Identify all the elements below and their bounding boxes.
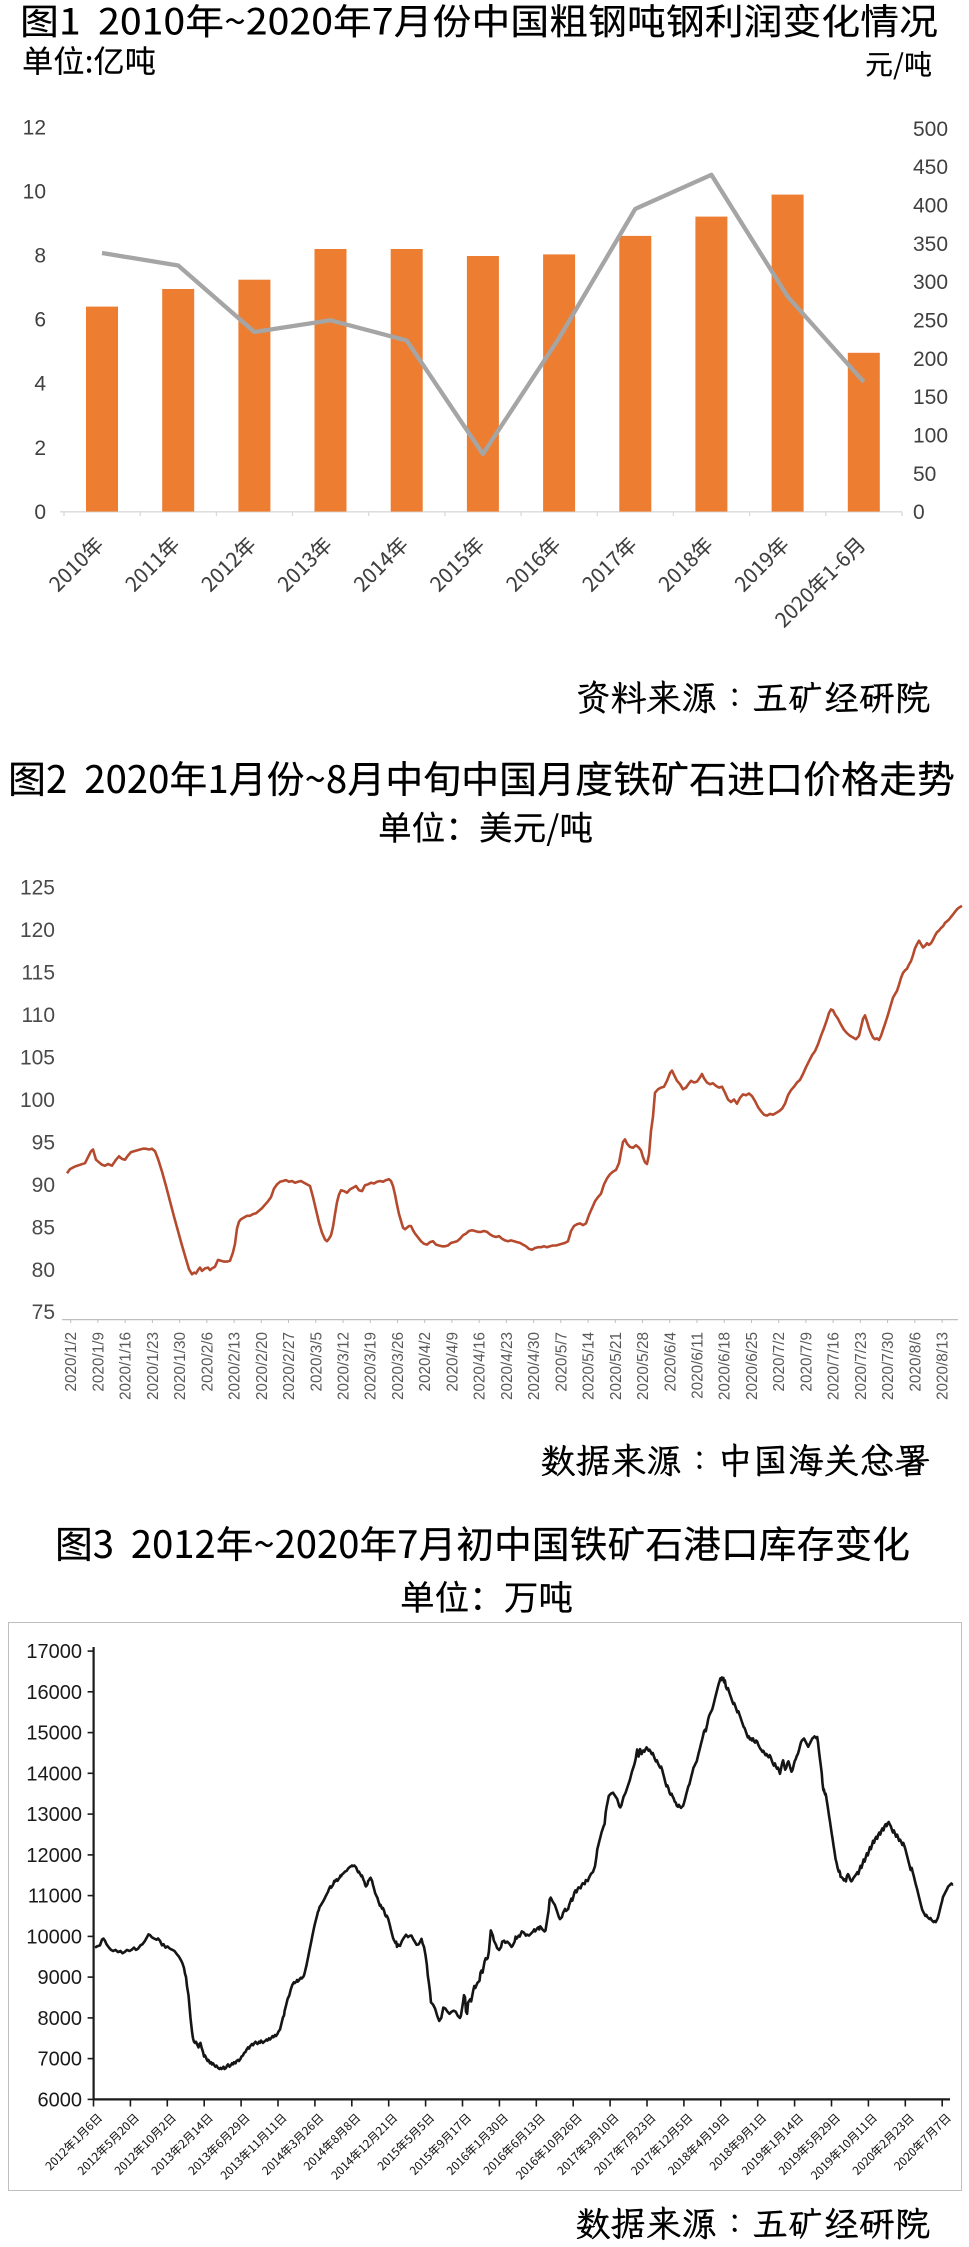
- svg-text:2020/4/23: 2020/4/23: [499, 1332, 516, 1400]
- svg-text:6000: 6000: [38, 2089, 83, 2111]
- svg-text:2020/5/28: 2020/5/28: [635, 1332, 652, 1400]
- svg-text:2020/2/6: 2020/2/6: [199, 1332, 216, 1392]
- svg-text:7000: 7000: [38, 2049, 83, 2071]
- svg-text:2020/8/6: 2020/8/6: [907, 1332, 924, 1392]
- svg-text:50: 50: [913, 463, 936, 486]
- svg-text:400: 400: [913, 195, 948, 218]
- svg-text:2020/1/16: 2020/1/16: [118, 1332, 135, 1400]
- svg-text:115: 115: [22, 962, 55, 985]
- svg-text:110: 110: [22, 1004, 55, 1027]
- svg-text:0: 0: [34, 501, 46, 524]
- svg-text:10: 10: [23, 181, 46, 204]
- svg-text:300: 300: [913, 271, 948, 294]
- svg-text:2020/2/20: 2020/2/20: [254, 1332, 271, 1400]
- svg-text:100: 100: [20, 1089, 55, 1112]
- svg-text:2020/7/2: 2020/7/2: [771, 1332, 788, 1392]
- svg-text:0: 0: [913, 501, 925, 524]
- svg-text:14000: 14000: [26, 1763, 82, 1785]
- svg-text:2020/1/9: 2020/1/9: [90, 1332, 107, 1392]
- svg-text:2020/2/27: 2020/2/27: [281, 1332, 298, 1400]
- svg-text:2020/3/5: 2020/3/5: [308, 1332, 325, 1392]
- svg-text:350: 350: [913, 233, 948, 256]
- svg-text:8: 8: [34, 245, 46, 268]
- svg-text:2020/5/21: 2020/5/21: [608, 1332, 625, 1400]
- svg-text:120: 120: [20, 919, 55, 942]
- svg-text:2020/7/23: 2020/7/23: [853, 1332, 870, 1400]
- svg-text:10000: 10000: [26, 1926, 82, 1948]
- svg-text:2020/7/30: 2020/7/30: [880, 1332, 897, 1400]
- svg-text:17000: 17000: [26, 1641, 82, 1663]
- svg-text:2020/1/2: 2020/1/2: [63, 1332, 80, 1392]
- svg-text:250: 250: [913, 310, 948, 333]
- svg-text:2020/3/12: 2020/3/12: [336, 1332, 353, 1400]
- svg-text:85: 85: [32, 1216, 55, 1239]
- svg-text:2020/6/4: 2020/6/4: [662, 1331, 679, 1391]
- svg-text:2020/1/30: 2020/1/30: [172, 1332, 189, 1400]
- svg-text:2020/6/18: 2020/6/18: [717, 1332, 734, 1400]
- svg-text:80: 80: [32, 1259, 55, 1282]
- svg-text:2020/3/19: 2020/3/19: [363, 1332, 380, 1400]
- svg-text:2020/3/26: 2020/3/26: [390, 1332, 407, 1400]
- svg-text:200: 200: [913, 348, 948, 371]
- svg-text:8000: 8000: [38, 2008, 83, 2030]
- svg-text:13000: 13000: [26, 1804, 82, 1826]
- svg-text:75: 75: [32, 1301, 55, 1324]
- svg-text:12: 12: [23, 117, 46, 140]
- svg-text:2020/4/16: 2020/4/16: [472, 1332, 489, 1400]
- svg-text:6: 6: [34, 309, 46, 332]
- svg-text:450: 450: [913, 156, 948, 179]
- svg-text:2020/7/9: 2020/7/9: [798, 1332, 815, 1392]
- svg-text:2020/8/13: 2020/8/13: [935, 1332, 952, 1400]
- svg-text:125: 125: [20, 877, 55, 900]
- svg-text:11000: 11000: [28, 1886, 82, 1908]
- svg-text:4: 4: [34, 373, 46, 396]
- svg-text:95: 95: [32, 1131, 55, 1154]
- svg-text:2020/6/25: 2020/6/25: [744, 1332, 761, 1400]
- svg-text:9000: 9000: [38, 1967, 83, 1989]
- svg-text:2: 2: [34, 437, 46, 460]
- svg-text:100: 100: [913, 425, 948, 448]
- svg-text:15000: 15000: [26, 1723, 82, 1745]
- svg-text:150: 150: [913, 386, 948, 409]
- svg-text:2020/5/14: 2020/5/14: [581, 1331, 598, 1400]
- svg-text:2020/6/11: 2020/6/11: [689, 1332, 706, 1399]
- svg-text:2020/1/23: 2020/1/23: [145, 1332, 162, 1400]
- svg-text:2020/4/9: 2020/4/9: [444, 1332, 461, 1392]
- svg-text:2020/4/2: 2020/4/2: [417, 1332, 434, 1392]
- svg-text:2020/2/13: 2020/2/13: [227, 1332, 244, 1400]
- svg-text:90: 90: [32, 1174, 55, 1197]
- svg-text:12000: 12000: [26, 1845, 82, 1867]
- svg-text:2020/4/30: 2020/4/30: [526, 1332, 543, 1400]
- svg-text:2020/7/16: 2020/7/16: [826, 1332, 843, 1400]
- svg-text:16000: 16000: [26, 1682, 82, 1704]
- svg-text:105: 105: [20, 1047, 55, 1070]
- svg-text:2020/5/7: 2020/5/7: [553, 1332, 570, 1392]
- svg-text:500: 500: [913, 118, 948, 141]
